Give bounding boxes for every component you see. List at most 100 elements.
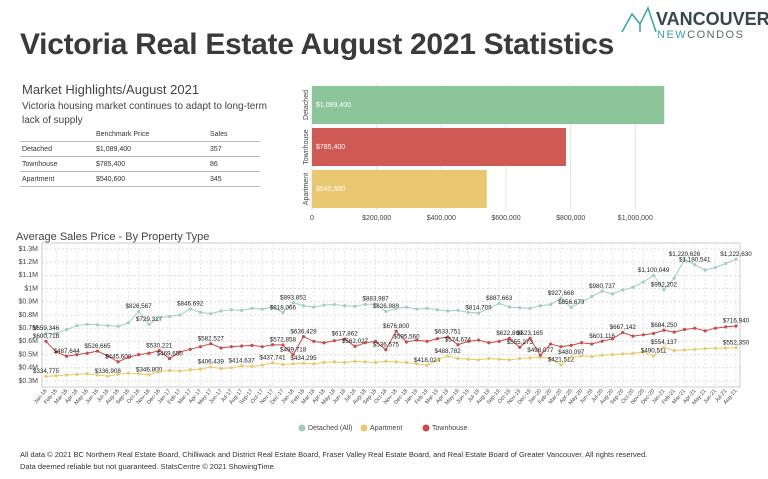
point <box>353 304 357 309</box>
point <box>734 324 738 328</box>
point <box>64 373 69 377</box>
point <box>652 354 656 358</box>
point <box>85 322 89 326</box>
point <box>621 352 625 356</box>
title: Victoria Real Estate August 2021 Statist… <box>20 28 615 61</box>
data-label: $406,439 <box>198 359 225 366</box>
data-label: $595,560 <box>393 334 420 341</box>
point <box>724 346 728 350</box>
point <box>95 373 100 377</box>
data-label: $488,782 <box>435 348 462 355</box>
x-tick-label: $1,000,000 <box>618 215 653 222</box>
point <box>682 348 687 352</box>
point <box>466 357 470 361</box>
point <box>312 339 316 343</box>
point <box>549 356 553 361</box>
point <box>641 280 645 284</box>
point <box>106 374 110 378</box>
point <box>497 357 501 361</box>
point <box>95 323 100 327</box>
data-label: $716,940 <box>723 318 750 325</box>
point <box>332 339 336 343</box>
point <box>693 326 697 330</box>
point <box>415 307 419 311</box>
bar <box>312 86 665 124</box>
point <box>157 370 161 374</box>
table: Benchmark Price Sales Detached $1,089,400 3… <box>20 127 260 187</box>
point <box>260 363 264 367</box>
legend-marker <box>298 424 306 432</box>
data-label: $729,317 <box>136 316 163 323</box>
point <box>157 316 161 320</box>
y-tick-label: $0.4M <box>19 365 39 372</box>
footer-line: All data © 2021 BC Northern Real Estate … <box>20 450 648 459</box>
cell: $540,600 <box>94 171 208 187</box>
point <box>44 339 48 343</box>
data-label: $582,527 <box>198 335 225 342</box>
point <box>363 360 367 364</box>
data-label: $437,741 <box>259 354 286 361</box>
data-label: $826,567 <box>126 303 153 310</box>
legend-label: Townhouse <box>432 425 468 432</box>
point <box>343 337 347 341</box>
point <box>621 288 625 292</box>
x-tick-label: $200,000 <box>362 215 391 222</box>
cell: $785,400 <box>94 156 208 172</box>
point <box>621 330 625 335</box>
point <box>538 353 542 357</box>
point <box>693 347 697 351</box>
point <box>44 331 48 336</box>
point <box>54 350 58 354</box>
data-label: $633,751 <box>435 329 462 336</box>
point <box>538 304 542 308</box>
point <box>672 349 676 353</box>
data-label: $526,665 <box>84 343 111 350</box>
table-row: Townhouse $785,400 86 <box>20 156 260 172</box>
point <box>610 337 615 341</box>
legend-marker <box>360 424 368 432</box>
data-label: $421,512 <box>548 357 575 364</box>
y-tick-label: $0.6M <box>19 338 39 345</box>
logo-new: NEW <box>657 29 687 41</box>
data-label: $574,674 <box>445 336 472 343</box>
point <box>518 306 522 310</box>
cell: 86 <box>208 156 260 172</box>
point <box>652 273 656 277</box>
data-label: $572,858 <box>270 337 297 344</box>
point <box>343 360 347 365</box>
point <box>64 354 69 358</box>
point <box>415 338 419 342</box>
point <box>240 344 244 348</box>
data-label: $554,137 <box>651 339 678 346</box>
point <box>456 343 460 347</box>
logo-top: VANCOUVER <box>656 9 768 29</box>
data-label: $826,988 <box>373 303 400 310</box>
data-label: $617,862 <box>332 331 359 338</box>
data-label: $480,097 <box>558 349 585 356</box>
point <box>415 362 419 366</box>
point <box>312 362 316 366</box>
point <box>198 367 203 371</box>
point <box>559 345 563 349</box>
point <box>497 339 501 343</box>
point <box>64 327 69 332</box>
point <box>157 349 161 353</box>
legend-marker <box>422 424 430 432</box>
point <box>579 341 584 345</box>
data-label: $980,737 <box>589 283 616 290</box>
point <box>641 333 645 337</box>
point <box>188 347 192 351</box>
point <box>703 268 707 272</box>
series-line <box>45 325 737 363</box>
data-label: $490,511 <box>641 348 667 355</box>
point <box>435 358 439 362</box>
table-row: Apartment $540,600 345 <box>20 171 260 187</box>
data-label: $346,800 <box>136 366 163 373</box>
cell: $1,089,400 <box>94 141 208 157</box>
point <box>147 373 151 377</box>
point <box>507 305 512 309</box>
data-label: $887,663 <box>486 295 513 302</box>
point <box>240 308 244 312</box>
